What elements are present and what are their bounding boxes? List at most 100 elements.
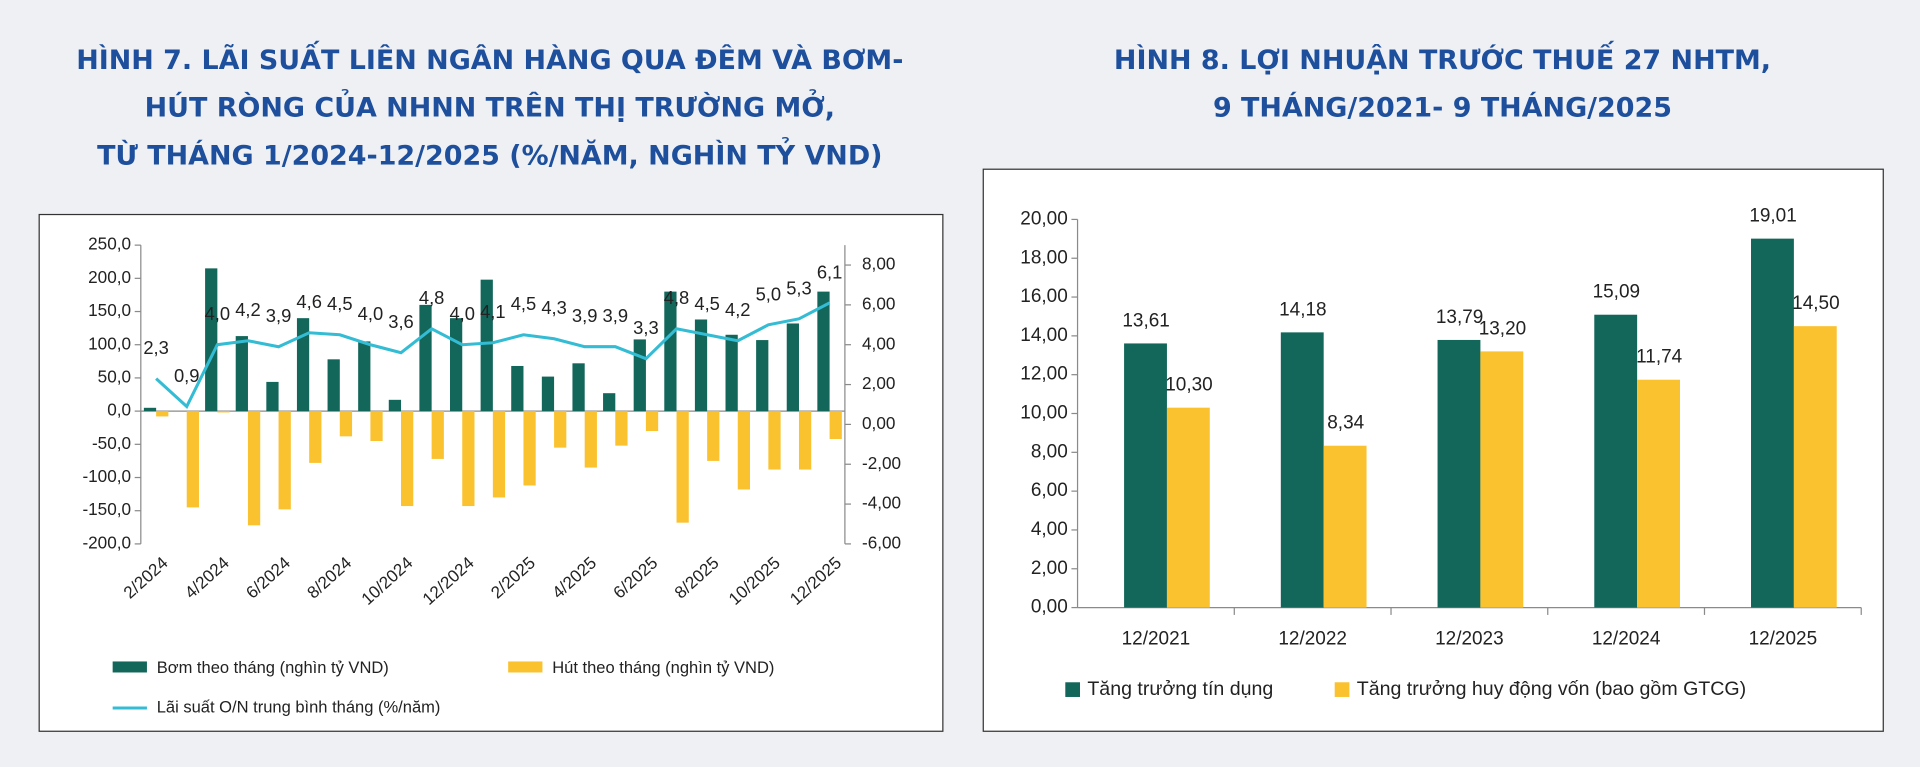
data-label: 15,09 <box>1593 282 1640 303</box>
bar <box>1124 343 1167 608</box>
bar <box>266 381 279 412</box>
y-tick-label: 8,00 <box>1031 441 1068 462</box>
y2-tick-label: 8,00 <box>862 254 895 274</box>
data-label: 5,3 <box>786 277 812 298</box>
bar <box>1751 238 1794 608</box>
data-label: 3,9 <box>572 305 598 326</box>
data-label: 4,1 <box>480 301 506 322</box>
y-tick-label: -100,0 <box>82 466 131 486</box>
y2-tick-label: 4,00 <box>862 333 895 353</box>
data-label: 3,3 <box>633 317 659 338</box>
chart-title: 9 THÁNG/2021- 9 THÁNG/2025 <box>1213 92 1672 124</box>
bar <box>511 365 524 412</box>
y2-tick-label: -6,00 <box>862 532 901 552</box>
y-tick-label: 4,00 <box>1031 519 1068 540</box>
data-label: 4,0 <box>449 303 475 324</box>
y-tick-label: 14,00 <box>1020 325 1067 346</box>
y-tick-label: 200,0 <box>88 267 131 287</box>
y-tick-label: 100,0 <box>88 333 131 353</box>
data-label: 4,5 <box>511 293 537 314</box>
bar <box>756 340 769 412</box>
data-label: 5,0 <box>756 283 782 304</box>
y-tick-label: 0,00 <box>1031 597 1068 618</box>
data-label: 3,9 <box>266 305 292 326</box>
bar <box>1793 326 1837 608</box>
bar <box>205 268 218 412</box>
data-label: 11,74 <box>1636 347 1682 368</box>
y2-tick-label: -4,00 <box>862 493 901 513</box>
y-tick-label: -200,0 <box>82 532 131 552</box>
bar <box>431 411 444 459</box>
y-tick-label: 50,0 <box>98 366 131 386</box>
bar <box>388 399 402 412</box>
bar <box>1437 339 1481 608</box>
bar <box>327 359 340 412</box>
x-tick-label: 12/2022 <box>1278 628 1347 649</box>
bar <box>694 319 708 412</box>
bar <box>676 411 689 523</box>
legend-label: Lãi suất O/N trung bình tháng (%/năm) <box>157 697 441 716</box>
bar <box>572 363 585 412</box>
data-label: 8,34 <box>1327 413 1364 434</box>
bar <box>725 334 738 412</box>
legend-label: Hút theo tháng (nghìn tỷ VND) <box>552 658 774 677</box>
data-label: 0,9 <box>174 365 200 386</box>
data-label: 14,50 <box>1792 293 1839 314</box>
bar <box>1166 407 1210 608</box>
y2-tick-label: 0,00 <box>862 413 895 433</box>
data-label: 4,0 <box>205 303 231 324</box>
bar <box>1480 351 1524 608</box>
bar <box>370 411 383 441</box>
y-tick-label: 18,00 <box>1020 247 1067 268</box>
y-tick-label: 20,00 <box>1020 208 1067 229</box>
bar <box>768 411 781 470</box>
bar <box>358 341 371 412</box>
bar <box>217 411 230 413</box>
data-label: 3,9 <box>603 305 629 326</box>
y-tick-label: 2,00 <box>1031 558 1068 579</box>
y-tick-label: 10,00 <box>1020 403 1067 424</box>
data-label: 4,8 <box>664 287 690 308</box>
data-label: 4,2 <box>725 299 751 320</box>
x-tick-label: 12/2023 <box>1435 628 1504 649</box>
data-label: 10,30 <box>1165 375 1212 396</box>
legend-swatch <box>112 661 147 673</box>
bar <box>450 318 463 412</box>
bar <box>401 411 414 507</box>
x-tick-label: 12/2024 <box>1592 628 1661 649</box>
y-tick-label: 250,0 <box>88 234 131 254</box>
bar <box>143 407 157 412</box>
legend-swatch <box>508 661 543 673</box>
data-label: 14,18 <box>1279 299 1326 320</box>
legend-swatch <box>1334 682 1350 697</box>
bar <box>584 411 597 468</box>
bar <box>1637 379 1680 608</box>
bar <box>1280 332 1324 608</box>
line-series <box>155 301 831 409</box>
data-label: 3,6 <box>388 311 414 332</box>
bar <box>523 411 536 486</box>
y-tick-label: 0,0 <box>107 400 131 420</box>
bar <box>817 291 830 412</box>
bar <box>554 411 567 448</box>
data-label: 4,5 <box>327 293 353 314</box>
data-label: 4,6 <box>296 291 322 312</box>
y-tick-label: 16,00 <box>1020 286 1067 307</box>
bar <box>1594 314 1638 608</box>
legend-label: Tăng trưởng tín dụng <box>1087 678 1273 700</box>
y-tick-label: -150,0 <box>82 499 131 519</box>
bar <box>603 393 616 412</box>
bar <box>633 339 646 412</box>
data-label: 13,20 <box>1479 318 1526 339</box>
y-tick-label: 12,00 <box>1020 364 1067 385</box>
chart-title: HÌNH 8. LỢI NHUẬN TRƯỚC THUẾ 27 NHTM, <box>1114 41 1771 76</box>
bar <box>296 318 310 412</box>
data-label: 4,2 <box>235 299 261 320</box>
bar <box>664 291 677 412</box>
bar <box>645 411 659 432</box>
data-label: 19,01 <box>1749 206 1796 227</box>
legend-label: Tăng trưởng huy động vốn (bao gồm GTCG) <box>1357 678 1746 700</box>
data-label: 4,8 <box>419 287 445 308</box>
data-label: 6,1 <box>817 261 843 282</box>
